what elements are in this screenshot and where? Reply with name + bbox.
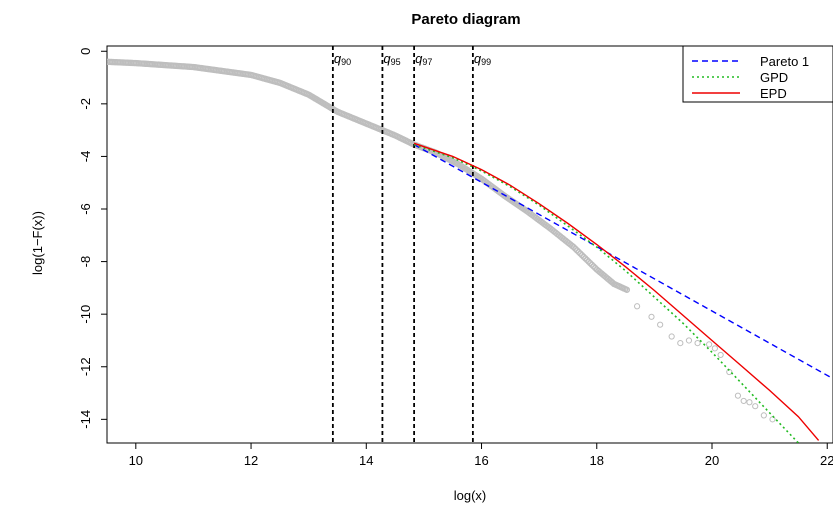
quantile-label-symbol: q xyxy=(383,51,391,66)
y-tick-label: -8 xyxy=(78,256,93,268)
quantile-label-subscript: 95 xyxy=(391,57,401,67)
x-tick-label: 16 xyxy=(474,453,488,468)
quantile-label-symbol: q xyxy=(415,51,423,66)
quantile-label: q99 xyxy=(474,51,491,67)
quantile-label-subscript: 97 xyxy=(422,57,432,67)
y-axis-label: log(1−F(x)) xyxy=(30,211,45,275)
empirical-point xyxy=(752,403,759,410)
y-tick-label: -14 xyxy=(78,410,93,429)
legend-label: Pareto 1 xyxy=(760,54,809,69)
quantile-label-subscript: 90 xyxy=(341,57,351,67)
y-tick-label: -10 xyxy=(78,305,93,324)
quantile-label-symbol: q xyxy=(334,51,342,66)
x-tick-label: 22 xyxy=(820,453,833,468)
empirical-point xyxy=(760,412,767,419)
quantile-label-subscript: 99 xyxy=(481,57,491,67)
quantile-label: q90 xyxy=(334,51,351,67)
empirical-point xyxy=(668,333,675,340)
empirical-point xyxy=(685,337,693,344)
empirical-point xyxy=(746,399,753,406)
empirical-point xyxy=(740,397,747,405)
y-tick-label: -12 xyxy=(78,357,93,376)
legend-label: GPD xyxy=(760,70,788,85)
legend-label: EPD xyxy=(760,86,787,101)
fitted-curves xyxy=(413,142,833,443)
empirical-point xyxy=(677,339,684,347)
series-line-epd xyxy=(413,142,820,441)
plot-area-border xyxy=(106,45,833,444)
x-tick-label: 14 xyxy=(359,453,373,468)
empirical-point xyxy=(694,339,701,347)
x-tick-label: 10 xyxy=(129,453,143,468)
x-axis-label: log(x) xyxy=(454,488,487,503)
chart-title: Pareto diagram xyxy=(411,11,520,28)
x-tick-label: 18 xyxy=(590,453,604,468)
y-tick-label: -2 xyxy=(78,98,93,110)
empirical-point xyxy=(717,351,724,359)
x-tick-label: 20 xyxy=(705,453,719,468)
quantile-label: q95 xyxy=(383,51,400,67)
y-tick-label: -4 xyxy=(78,151,93,163)
quantile-lines: q90 q95 q97 q99 xyxy=(331,46,491,443)
x-axis: 10 12 14 16 18 20 22 xyxy=(129,443,833,468)
y-tick-label: 0 xyxy=(78,48,93,55)
empirical-point xyxy=(657,321,664,328)
y-axis: 0 -2 -4 -6 -8 -10 -12 -14 xyxy=(78,48,107,429)
quantile-label-symbol: q xyxy=(474,51,482,66)
series-line-gpd xyxy=(413,143,799,443)
empirical-point xyxy=(734,392,742,399)
empirical-point xyxy=(711,345,718,352)
quantile-label: q97 xyxy=(415,51,432,67)
empirical-point xyxy=(623,286,631,293)
empirical-point xyxy=(706,341,713,348)
empirical-point xyxy=(633,303,641,310)
series-line-pareto-1 xyxy=(413,143,833,380)
empirical-point xyxy=(648,313,655,320)
x-tick-label: 12 xyxy=(244,453,258,468)
empirical-points xyxy=(107,58,776,423)
y-tick-label: -6 xyxy=(78,203,93,215)
empirical-point xyxy=(769,416,776,423)
